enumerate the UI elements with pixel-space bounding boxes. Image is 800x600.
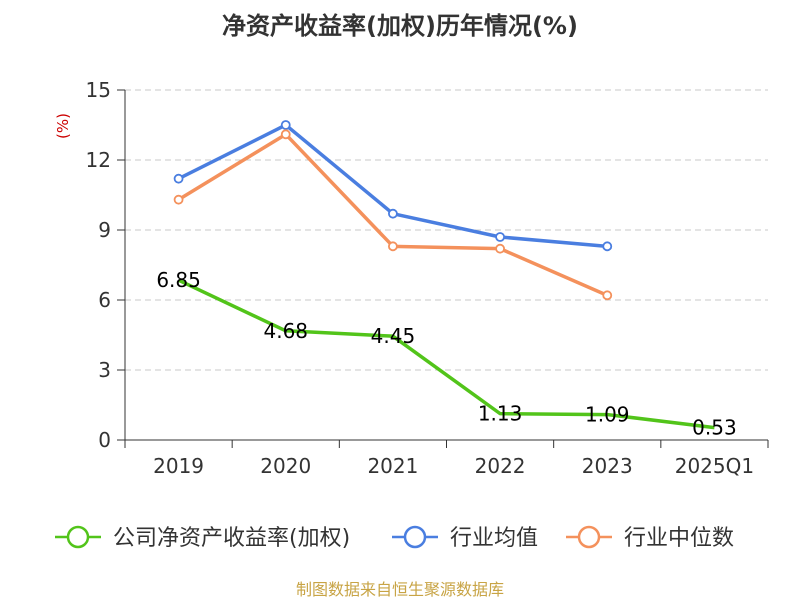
legend-marker <box>577 525 601 549</box>
series-line-0 <box>177 278 715 430</box>
axes: 0 3 6 9 12 15 2019 2020 2021 2022 2023 2025Q1 <box>86 78 769 478</box>
x-tick-label: 2019 <box>153 454 204 478</box>
series-group <box>173 120 715 430</box>
x-tick-label: 2025Q1 <box>675 454 754 478</box>
series-point-1 <box>173 173 184 184</box>
series-point-2 <box>495 243 505 254</box>
series-point-2 <box>280 129 291 140</box>
y-tick-label: 0 <box>98 428 111 452</box>
series-point-2 <box>173 194 184 205</box>
legend-label: 公司净资产收益率(加权) <box>113 526 350 551</box>
y-tick-label: 15 <box>86 78 111 102</box>
series-point-2 <box>602 290 613 301</box>
legend-label: 行业中位数 <box>624 526 734 551</box>
data-label: 0.53 <box>692 416 737 440</box>
y-axis-unit-label: (%) <box>54 113 72 139</box>
data-label: 1.13 <box>478 402 523 426</box>
legend-marker <box>66 525 90 549</box>
gridlines <box>125 89 768 371</box>
x-tick-label: 2022 <box>475 454 526 478</box>
data-labels: 6.85 4.68 4.45 1.13 1.09 0.53 <box>156 268 736 439</box>
series-point-1 <box>495 232 505 242</box>
y-tick-label: 12 <box>86 148 111 172</box>
chart-title: 净资产收益率(加权)历年情况(%) <box>222 12 578 40</box>
x-tick-label: 2023 <box>582 454 633 478</box>
legend-marker <box>403 525 427 549</box>
data-label: 1.09 <box>585 403 630 427</box>
legend-label: 行业均值 <box>450 526 538 551</box>
legend: 公司净资产收益率(加权) 行业均值 行业中位数 <box>55 525 734 551</box>
y-tick-label: 3 <box>98 358 111 382</box>
x-tick-label: 2021 <box>367 454 418 478</box>
data-label: 4.45 <box>371 324 416 348</box>
series-point-1 <box>280 120 291 130</box>
series-point-1 <box>388 208 398 219</box>
source-note: 制图数据来自恒生聚源数据库 <box>296 580 504 599</box>
x-tick-label: 2020 <box>260 454 311 478</box>
series-point-2 <box>388 241 398 252</box>
data-label: 4.68 <box>263 319 308 343</box>
data-label: 6.85 <box>156 268 201 292</box>
series-point-1 <box>602 241 613 252</box>
y-tick-label: 9 <box>98 218 111 242</box>
y-tick-label: 6 <box>98 288 111 312</box>
series-line-1 <box>177 123 608 249</box>
